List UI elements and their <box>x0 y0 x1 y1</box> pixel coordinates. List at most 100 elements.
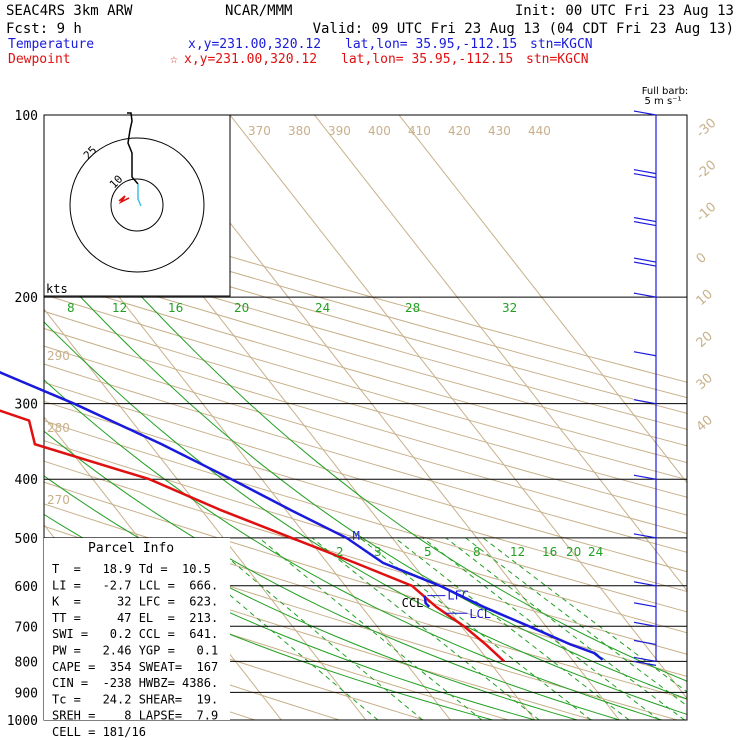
melting-level-label: M <box>353 529 360 543</box>
mixing-ratio-label: 12 <box>112 301 127 315</box>
wind-barb <box>633 621 657 627</box>
moist-adiabat-line <box>44 257 687 700</box>
theta-label: 390 <box>328 124 351 138</box>
wind-barb <box>633 110 657 116</box>
theta-label: 380 <box>288 124 311 138</box>
theta-label: 270 <box>47 493 70 507</box>
model-title: SEAC4RS 3km ARW <box>6 3 133 19</box>
wind-barb <box>633 656 657 666</box>
pressure-tick-label: 100 <box>15 109 38 124</box>
wind-barb <box>633 399 657 405</box>
mixing-ratio-label: 8 <box>473 545 481 559</box>
wind-barb <box>633 581 657 587</box>
isotherm-label: -20 <box>694 158 720 183</box>
mixing-ratio-label: 16 <box>542 545 557 559</box>
dry-adiabat-line <box>44 597 424 720</box>
valid-time: Valid: 09 UTC Fri 23 Aug 13 (04 CDT Fri … <box>313 21 734 37</box>
dry-adiabat-line <box>44 230 687 414</box>
wind-barb <box>633 533 657 539</box>
parcel-info-row: Tc = 24.2 SHEAR= 19. <box>52 692 218 706</box>
isotherm-label: -10 <box>694 200 720 225</box>
wind-barb <box>633 351 657 357</box>
theta-label: 440 <box>528 124 551 138</box>
isotherm-label: 0 <box>694 250 710 267</box>
pressure-tick-label: 900 <box>15 686 38 701</box>
mixing-ratio-label: 2 <box>336 545 344 559</box>
pressure-tick-label: 400 <box>15 473 38 488</box>
mixing-ratio-line <box>445 537 685 720</box>
dry-adiabat-line <box>44 420 687 613</box>
mixing-ratio-label: 28 <box>405 301 420 315</box>
mixing-ratio-label: 32 <box>502 301 517 315</box>
isotherm-label: 10 <box>694 287 716 309</box>
theta-label: 370 <box>248 124 271 138</box>
theta-label: 410 <box>408 124 431 138</box>
wind-barb <box>633 216 657 227</box>
grid-labels: -80-70-60-50-40-30-20-100102030403703803… <box>47 116 720 622</box>
dry-adiabat-line <box>44 381 687 573</box>
parcel-trace <box>423 595 431 608</box>
parcel-info-row: CAPE = 354 SWEAT= 167 <box>52 660 218 674</box>
mixing-ratio-line <box>204 537 423 720</box>
parcel-info-row: T = 18.9 Td = 10.5 <box>52 562 211 576</box>
isotherm-label: 20 <box>694 329 716 351</box>
dry-adiabat-line <box>44 345 687 535</box>
legend-temperature-station: stn=KGCN <box>530 37 593 52</box>
isotherm-label: 30 <box>694 371 716 393</box>
dry-adiabat-line <box>44 245 687 430</box>
moist-adiabat-line <box>44 379 662 720</box>
parcel-info-row: CELL = 181/16 <box>52 725 146 739</box>
moist-adiabat-line <box>72 221 687 682</box>
moist-adiabat-line <box>44 321 687 715</box>
lcl-label: LCL <box>469 607 491 621</box>
theta-label: 430 <box>488 124 511 138</box>
parcel-info-row: K = 32 LFC = 623. <box>52 595 218 609</box>
dry-adiabat-line <box>44 328 687 516</box>
theta-label: 290 <box>47 349 70 363</box>
center-name: NCAR/MMM <box>225 3 292 19</box>
pressure-tick-label: 700 <box>15 620 38 635</box>
dry-adiabat-line <box>44 440 687 634</box>
dewpoint-trace <box>0 409 506 663</box>
theta-label: 280 <box>47 421 70 435</box>
sounding-traces <box>0 371 604 663</box>
isotherm-label: -30 <box>694 116 720 141</box>
wind-barb <box>633 602 657 608</box>
dry-adiabat-line <box>44 400 687 593</box>
wind-barb <box>633 169 657 179</box>
legend-temperature-label: Temperature <box>8 37 94 52</box>
legend-dewpoint-latlon: lat,lon= 35.95,-112.15 <box>341 52 513 67</box>
parcel-info-box: Parcel Info T = 18.9 Td = 10.5 LI = -2.7 … <box>44 538 230 739</box>
ccl-label: CCL <box>402 596 424 610</box>
storm-motion-marker <box>118 195 130 205</box>
parcel-info-row: TT = 47 EL = 213. <box>52 611 218 625</box>
pressure-tick-label: 200 <box>15 291 38 306</box>
wind-barb <box>633 257 657 267</box>
hodograph-lower-trace <box>137 184 142 207</box>
legend-temperature-latlon: lat,lon= 35.95,-112.15 <box>345 37 517 52</box>
hodograph-units: kts <box>46 282 68 296</box>
mixing-ratio-line <box>422 537 660 720</box>
pressure-tick-label: 1000 <box>7 714 38 729</box>
mixing-ratio-line <box>258 537 483 720</box>
hodograph-frame <box>43 114 231 297</box>
dry-adiabat-line <box>44 261 687 447</box>
legend-dewpoint-star-icon: ☆ <box>170 52 178 67</box>
theta-label: 400 <box>368 124 391 138</box>
mixing-ratio-label: 24 <box>315 301 330 315</box>
theta-label: 420 <box>448 124 471 138</box>
mixing-ratio-line <box>311 537 540 720</box>
mixing-ratio-label: 3 <box>374 545 382 559</box>
pressure-tick-label: 800 <box>15 655 38 670</box>
mixing-ratio-label: 12 <box>510 545 525 559</box>
wind-barb <box>633 474 657 480</box>
dry-adiabat-line <box>44 200 687 383</box>
isotherm-line <box>44 308 367 720</box>
forecast-hour: Fcst: 9 h <box>6 21 82 37</box>
mixing-ratio-label: 8 <box>67 301 75 315</box>
pressure-tick-label: 500 <box>15 532 38 547</box>
parcel-info-row: CIN = -238 HWBZ= 4386. <box>52 676 218 690</box>
pressure-tick-label: 300 <box>15 398 38 413</box>
